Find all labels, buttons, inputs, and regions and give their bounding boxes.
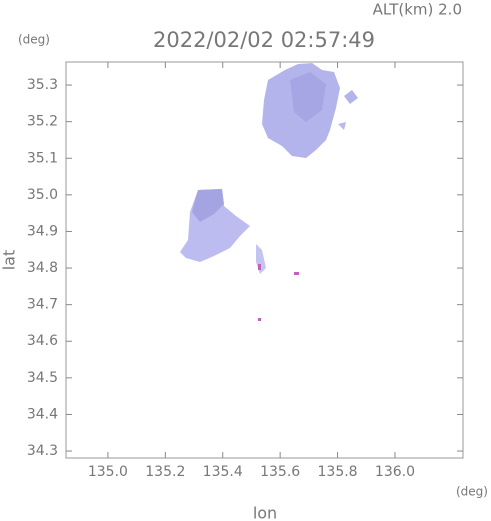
y-tick-label: 35.3 xyxy=(27,77,58,93)
y-tick-label: 35.2 xyxy=(27,114,58,130)
y-tick-label: 34.7 xyxy=(27,297,58,313)
x-unit: (deg) xyxy=(456,485,488,499)
chart-title: 2022/02/02 02:57:49 xyxy=(153,28,375,52)
x-tick-label: 135.8 xyxy=(318,464,358,480)
y-label: lat xyxy=(0,250,19,271)
y-tick-label: 34.4 xyxy=(27,406,58,422)
x-tick-label: 135.2 xyxy=(145,464,185,480)
x-tick-label: 135.0 xyxy=(88,464,128,480)
y-unit: (deg) xyxy=(18,33,50,47)
y-tick-label: 35.1 xyxy=(27,150,58,166)
y-tick-label: 34.5 xyxy=(27,370,58,386)
y-tick-label: 34.9 xyxy=(27,223,58,239)
y-tick-label: 34.3 xyxy=(27,443,58,459)
plot-frame xyxy=(65,61,464,459)
subtitle: ALT(km) 2.0 xyxy=(373,1,462,19)
radar-echo xyxy=(180,63,358,321)
y-tick-label: 34.6 xyxy=(27,333,58,349)
x-tick-label: 135.4 xyxy=(203,464,243,480)
x-label: lon xyxy=(253,504,277,521)
y-tick-label: 34.8 xyxy=(27,260,58,276)
x-tick-label: 135.6 xyxy=(260,464,300,480)
x-tick-label: 136.0 xyxy=(375,464,415,480)
y-tick-label: 35.0 xyxy=(27,187,58,203)
